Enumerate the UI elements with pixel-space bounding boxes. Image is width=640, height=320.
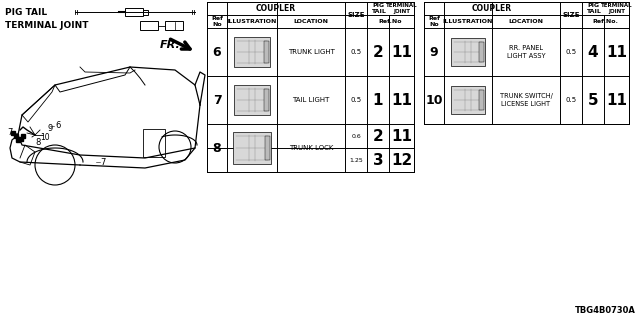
Text: 1.25: 1.25 [349, 157, 363, 163]
Bar [424, 2, 629, 124]
Bar [165, 21, 183, 30]
Text: 11: 11 [606, 92, 627, 108]
Text: 10: 10 [425, 93, 443, 107]
Text: TAIL LIGHT: TAIL LIGHT [292, 97, 330, 103]
Text: COUPLER: COUPLER [472, 4, 512, 13]
Text: Ref.No.: Ref.No. [593, 19, 618, 24]
Text: 11: 11 [606, 44, 627, 60]
Text: Ref.No: Ref.No [379, 19, 403, 24]
Text: TERMINAL JOINT: TERMINAL JOINT [5, 21, 88, 30]
Bar [451, 38, 485, 66]
Text: 7: 7 [100, 157, 106, 166]
Text: 3: 3 [372, 153, 383, 167]
Bar [264, 89, 269, 111]
Text: FR.: FR. [160, 40, 180, 50]
Text: 6: 6 [212, 45, 221, 59]
Text: 9: 9 [429, 45, 438, 59]
Text: COUPLER: COUPLER [256, 4, 296, 13]
Text: 7: 7 [7, 127, 12, 137]
Text: 7: 7 [212, 93, 221, 107]
Text: 10: 10 [40, 132, 50, 141]
Text: 5: 5 [588, 92, 598, 108]
Text: SIZE: SIZE [563, 12, 580, 18]
Text: LOCATION: LOCATION [294, 19, 328, 24]
Bar [233, 132, 271, 164]
Text: TRUNK SWITCH/
LICENSE LIGHT: TRUNK SWITCH/ LICENSE LIGHT [500, 93, 552, 107]
Text: PIG
TAIL: PIG TAIL [371, 3, 385, 14]
Text: 0.5: 0.5 [351, 97, 362, 103]
Bar [143, 129, 165, 157]
Bar [207, 2, 414, 172]
Text: 0.5: 0.5 [565, 97, 577, 103]
Bar [125, 8, 143, 16]
Text: 4: 4 [588, 44, 598, 60]
Text: ILLUSTRATION: ILLUSTRATION [443, 19, 493, 24]
Text: ILLUSTRATION: ILLUSTRATION [227, 19, 277, 24]
Text: Ref
No: Ref No [211, 16, 223, 27]
Text: 9: 9 [47, 124, 52, 132]
Text: 0.6: 0.6 [351, 133, 361, 139]
Text: 11: 11 [391, 129, 412, 143]
Text: 12: 12 [391, 153, 412, 167]
Text: TERMINAL
JOINT: TERMINAL JOINT [386, 3, 417, 14]
Text: 11: 11 [391, 92, 412, 108]
Text: 0.5: 0.5 [565, 49, 577, 55]
Text: TERMINAL
JOINT: TERMINAL JOINT [601, 3, 632, 14]
Text: 1: 1 [372, 92, 383, 108]
Text: RR. PANEL
LIGHT ASSY: RR. PANEL LIGHT ASSY [507, 45, 545, 59]
Text: 6: 6 [55, 121, 60, 130]
Text: PIG
TAIL: PIG TAIL [586, 3, 600, 14]
Text: SIZE: SIZE [348, 12, 365, 18]
Text: TBG4B0730A: TBG4B0730A [575, 306, 636, 315]
Bar [143, 10, 148, 14]
Text: 8: 8 [212, 141, 221, 155]
Text: 2: 2 [372, 44, 383, 60]
Bar [479, 42, 484, 62]
Bar [234, 85, 270, 115]
Bar [451, 86, 485, 114]
Text: 0.5: 0.5 [351, 49, 362, 55]
Bar [264, 41, 269, 63]
Bar [479, 90, 484, 110]
Text: 2: 2 [372, 129, 383, 143]
Text: TRUNK LIGHT: TRUNK LIGHT [287, 49, 335, 55]
Text: 11: 11 [391, 44, 412, 60]
Text: 8: 8 [35, 138, 40, 147]
Text: Ref
No: Ref No [428, 16, 440, 27]
Bar [234, 37, 270, 67]
Text: LOCATION: LOCATION [509, 19, 543, 24]
Text: PIG TAIL: PIG TAIL [5, 8, 47, 17]
Text: TRUNK LOCK: TRUNK LOCK [289, 145, 333, 151]
Bar [265, 136, 270, 160]
Bar [140, 21, 158, 30]
